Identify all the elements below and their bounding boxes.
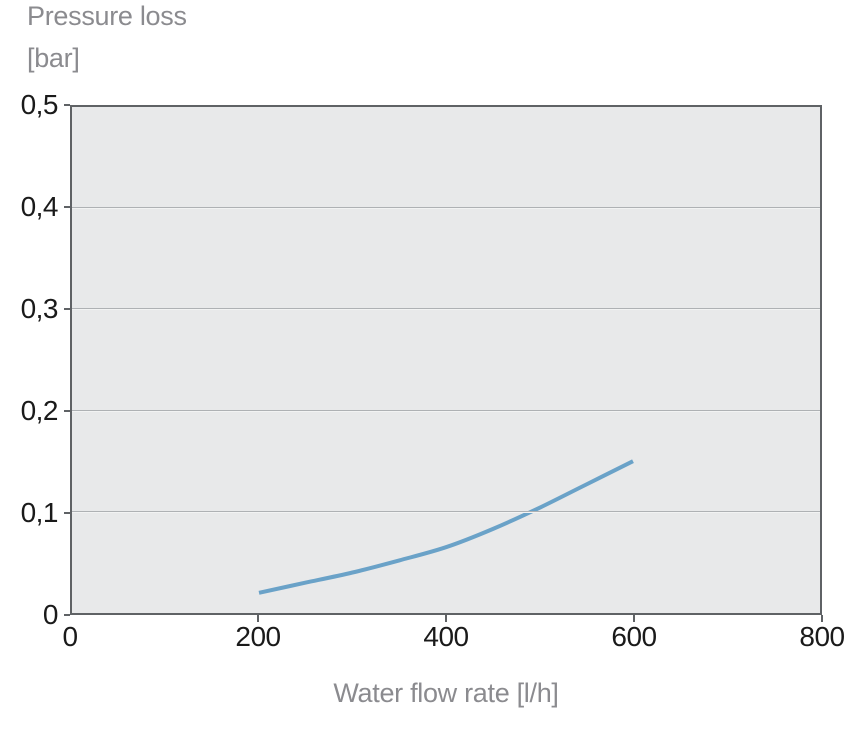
x-tick-label: 800 <box>799 621 845 652</box>
pressure-loss-curve <box>258 459 634 595</box>
gridline-y-0.2 <box>72 409 820 412</box>
y-tick-label: 0,4 <box>20 191 59 222</box>
y-tick-mark <box>64 410 70 412</box>
y-tick-mark <box>64 104 70 106</box>
y-tick-mark <box>64 614 70 616</box>
y-tick-label: 0,5 <box>20 89 59 120</box>
y-tick-label: 0 <box>42 599 59 630</box>
y-tick-label: 0,3 <box>20 293 59 324</box>
gridline-y-0.4 <box>72 207 820 210</box>
y-tick-label: 0,1 <box>20 497 59 528</box>
chart-title-unit: [bar] <box>27 43 80 73</box>
plot-area <box>70 105 822 615</box>
y-tick-mark <box>64 206 70 208</box>
x-tick-mark <box>821 615 823 622</box>
y-tick-label: 0,2 <box>20 395 59 426</box>
x-tick-label: 600 <box>611 621 657 652</box>
gridline-y-0.3 <box>72 308 820 311</box>
x-tick-label: 400 <box>423 621 469 652</box>
y-tick-mark <box>64 308 70 310</box>
x-tick-mark <box>445 615 447 622</box>
x-tick-label: 0 <box>62 621 78 652</box>
chart-title: Pressure loss <box>27 1 187 31</box>
y-tick-mark <box>64 512 70 514</box>
x-axis-title: Water flow rate [l/h] <box>333 678 559 708</box>
x-tick-mark <box>633 615 635 622</box>
gridline-y-0.1 <box>72 510 820 513</box>
x-tick-label: 200 <box>235 621 281 652</box>
curve-line-path <box>258 459 634 595</box>
x-tick-mark <box>257 615 259 622</box>
